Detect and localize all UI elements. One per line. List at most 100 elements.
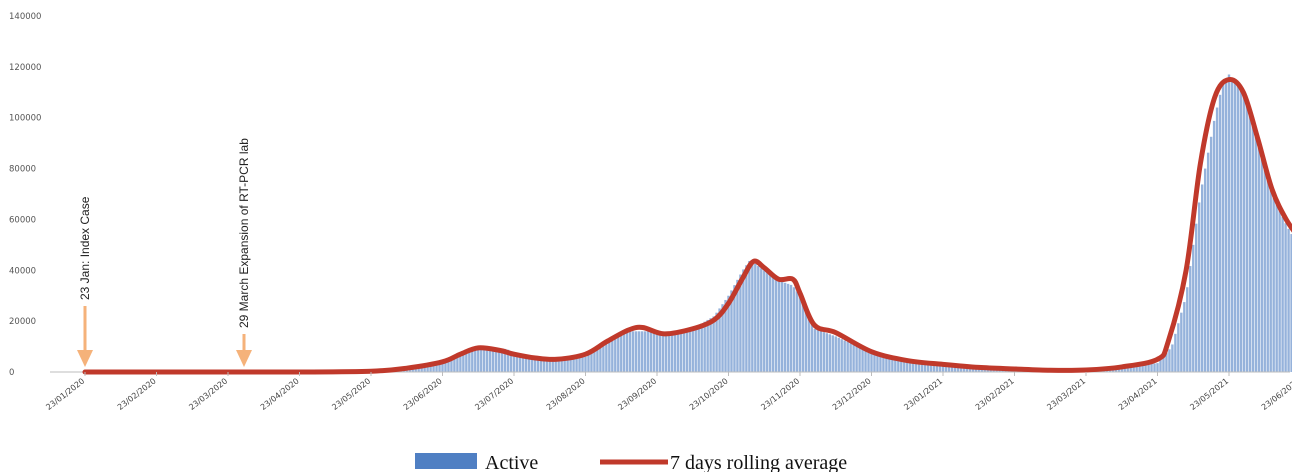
active-bar	[655, 333, 659, 372]
active-bar	[891, 357, 894, 372]
active-bar	[670, 333, 674, 372]
active-bar	[929, 363, 933, 372]
x-tick-label: 23/01/2020	[44, 376, 86, 411]
legend-swatch-active	[415, 453, 477, 469]
active-bar	[801, 302, 805, 372]
active-bar	[727, 295, 730, 372]
active-bar	[923, 362, 927, 372]
active-bar	[584, 356, 587, 372]
active-bar	[465, 353, 468, 372]
x-tick-label: 23/01/2021	[902, 376, 944, 411]
active-bar	[494, 347, 498, 372]
active-bar	[447, 360, 450, 372]
active-bar	[906, 360, 909, 372]
active-bar	[769, 274, 772, 372]
active-bar	[1233, 81, 1237, 373]
active-bar	[825, 333, 829, 372]
active-bar	[405, 369, 408, 372]
active-bar	[1177, 323, 1180, 372]
active-bar	[417, 367, 420, 372]
active-bar	[575, 357, 578, 372]
active-bar	[1147, 364, 1150, 372]
annotation-label: 23 Jan: Index Case	[78, 196, 92, 300]
active-bar	[1218, 94, 1222, 372]
x-tick-label: 23/04/2020	[259, 376, 301, 411]
active-bar	[536, 358, 540, 372]
active-bar	[1263, 168, 1266, 372]
active-bar	[798, 295, 802, 372]
x-tick-label: 23/02/2020	[116, 376, 158, 411]
active-bar	[590, 353, 593, 372]
active-bar	[667, 334, 671, 372]
active-bar	[1132, 366, 1135, 372]
active-bar	[1114, 368, 1117, 372]
active-bar	[623, 333, 626, 372]
active-bar	[748, 260, 751, 372]
x-tick-label: 23/05/2021	[1188, 376, 1230, 411]
active-bar	[453, 358, 456, 372]
active-bar	[572, 358, 575, 372]
active-bar	[751, 261, 754, 372]
active-bar	[1200, 184, 1204, 372]
active-bar	[1254, 136, 1258, 372]
active-bar	[542, 359, 545, 372]
active-bar	[444, 361, 447, 372]
active-bar	[1117, 368, 1120, 372]
y-tick-label: 40000	[9, 266, 36, 276]
active-bar	[804, 309, 808, 372]
active-bar	[1281, 216, 1284, 372]
active-bar	[1120, 368, 1123, 372]
active-bar	[724, 299, 727, 372]
active-bar	[485, 346, 489, 372]
active-bar	[903, 359, 906, 372]
x-tick-label: 23/03/2020	[187, 376, 229, 411]
active-bar	[1156, 363, 1159, 372]
x-tick-label: 23/03/2021	[1045, 376, 1087, 411]
active-bar	[1272, 197, 1275, 372]
y-tick-label: 80000	[9, 165, 36, 175]
active-bar	[435, 364, 438, 372]
active-bar	[599, 347, 602, 372]
active-bar	[783, 282, 787, 372]
active-bar	[697, 325, 700, 372]
active-bars	[301, 74, 1292, 373]
active-bar	[548, 359, 551, 372]
active-bar	[718, 308, 721, 372]
x-tick-label: 23/02/2021	[974, 376, 1016, 411]
active-bar	[1192, 244, 1195, 372]
active-bar	[438, 363, 441, 372]
active-bar	[953, 365, 957, 372]
active-bar	[611, 340, 614, 372]
annotations: 23 Jan: Index Case 29 March Expansion of …	[77, 138, 252, 367]
active-bar	[664, 334, 668, 372]
active-bar	[1159, 359, 1162, 372]
active-bar	[1290, 234, 1292, 372]
active-bar	[533, 357, 537, 372]
active-bar	[1284, 223, 1287, 372]
active-bar	[950, 365, 954, 372]
active-bar	[563, 359, 566, 372]
active-bar	[471, 351, 474, 372]
active-bar	[581, 357, 584, 372]
active-bar	[694, 327, 697, 372]
active-bar	[709, 318, 712, 372]
active-bar	[882, 355, 885, 372]
active-bar	[855, 346, 858, 372]
active-bar	[1129, 366, 1132, 372]
active-bar	[545, 359, 548, 372]
active-bar	[646, 331, 650, 372]
active-bar	[605, 344, 608, 372]
active-bar	[1165, 352, 1168, 372]
active-bar	[691, 328, 694, 372]
active-bar	[715, 312, 718, 372]
active-bar	[480, 348, 483, 372]
active-bar	[1150, 363, 1153, 372]
active-bar	[700, 323, 703, 372]
active-bar	[959, 365, 963, 372]
active-bar	[524, 355, 528, 372]
active-bar	[840, 339, 843, 372]
active-bar	[1171, 344, 1174, 372]
y-axis: 0 20000 40000 60000 80000 100000 120000 140000	[9, 12, 41, 378]
active-bar	[1266, 179, 1269, 372]
active-bar	[962, 365, 966, 372]
